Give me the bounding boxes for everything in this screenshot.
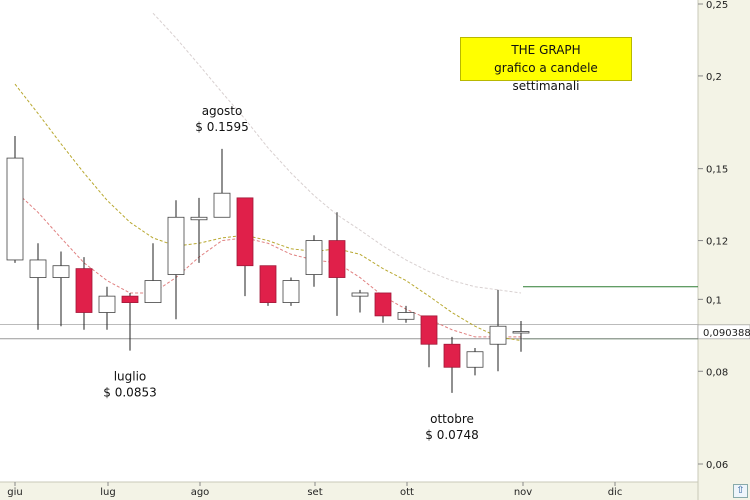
candle [512,321,530,352]
candle [397,305,415,323]
last-price-label: 0,090388 [703,328,750,339]
candle [420,315,438,368]
candle [167,200,185,320]
annotation-line: $ 0.1595 [195,120,248,134]
candle [466,347,484,376]
candle [374,292,392,323]
chart-title-box: THE GRAPH grafico a candele settimanali [460,37,632,93]
x-tick-label: set [307,487,322,498]
chart-title: THE GRAPH [511,43,581,57]
y-tick-label: 0,25 [706,0,728,11]
last-price-box [697,324,750,340]
candle-body [190,216,208,221]
candle-body [397,312,415,320]
x-tick-label: ago [191,487,210,498]
price-annotation: ottobre $ 0.0748 [425,412,478,442]
price-annotation: agosto $ 0.1595 [195,104,248,134]
candle-body [259,265,277,303]
candle-body [98,295,116,313]
x-tick-label: nov [514,487,532,498]
candle-body [236,197,254,267]
candle-body [512,331,530,334]
chart-subtitle: grafico a candele settimanali [494,61,598,93]
scroll-up-button[interactable]: ⇧ [733,484,748,498]
annotation-line: ottobre [430,412,474,426]
candle-body [489,325,507,345]
candle [328,212,346,316]
candle [190,197,208,263]
x-tick-label: giu [7,487,22,498]
candle-body [213,192,231,218]
candle [29,243,47,330]
price-annotation: luglio $ 0.0853 [103,370,156,400]
candle-body [374,292,392,317]
candle-body [420,315,438,345]
y-tick-label: 0,08 [706,367,728,378]
candle-body [144,280,162,303]
candle-body [6,157,24,261]
y-tick-label: 0,1 [706,295,722,306]
candle-body [121,295,139,303]
candle [351,289,369,313]
candle-body [328,240,346,278]
y-axis-panel [698,0,750,500]
candle [489,289,507,372]
candle-body [305,240,323,275]
candle [52,251,70,327]
y-tick-label: 0,2 [706,72,722,83]
x-tick-label: ott [400,487,414,498]
candle [144,243,162,303]
x-tick-label: lug [100,487,115,498]
candle-body [167,216,185,275]
candle [236,197,254,297]
up-arrow-icon: ⇧ [736,485,745,496]
candle-body [351,292,369,297]
candle [259,265,277,306]
candle [282,277,300,306]
annotation-line: $ 0.0748 [425,428,478,442]
candle [6,135,24,263]
candle [305,235,323,287]
candle-body [29,259,47,278]
annotation-line: $ 0.0853 [103,386,156,400]
candle-body [282,280,300,303]
moving-average-line [14,83,522,342]
y-tick-label: 0,06 [706,460,728,471]
y-tick-label: 0,12 [706,237,728,248]
x-tick-label: dic [608,487,623,498]
candle [75,257,93,330]
candle [443,336,461,393]
candle [98,286,116,330]
candle-body [443,343,461,368]
candle-body [52,265,70,278]
candle [121,292,139,351]
candle [213,148,231,218]
candle-body [75,268,93,313]
annotation-line: agosto [202,104,243,118]
x-axis-panel [0,482,698,500]
last-price-marker: 0,090388 [697,324,750,340]
candle-body [466,351,484,368]
annotation-line: luglio [114,370,147,384]
y-tick-label: 0,15 [706,165,728,176]
